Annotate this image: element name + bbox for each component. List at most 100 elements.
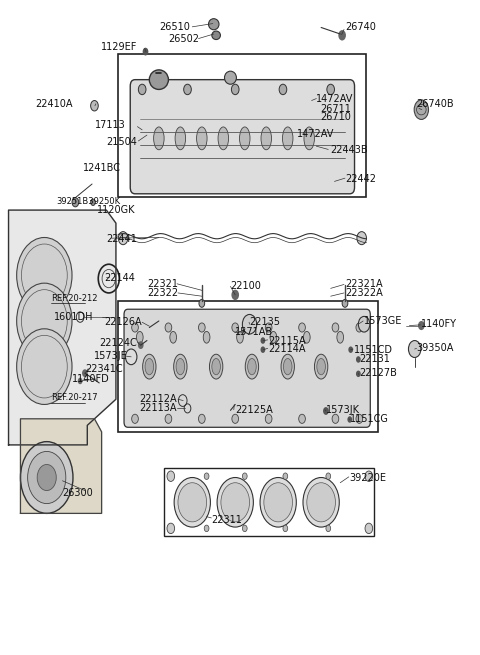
Circle shape bbox=[279, 84, 287, 95]
Circle shape bbox=[265, 323, 272, 332]
Circle shape bbox=[178, 483, 206, 522]
Text: 26300: 26300 bbox=[62, 487, 93, 498]
Text: 22442: 22442 bbox=[345, 174, 376, 184]
Circle shape bbox=[21, 441, 73, 514]
Text: 22125A: 22125A bbox=[235, 405, 273, 415]
Circle shape bbox=[323, 407, 329, 415]
Text: 1151CG: 1151CG bbox=[350, 414, 389, 424]
Text: 22100: 22100 bbox=[230, 282, 261, 291]
Text: 22127B: 22127B bbox=[360, 368, 397, 378]
Ellipse shape bbox=[209, 354, 223, 379]
Circle shape bbox=[204, 473, 209, 479]
Ellipse shape bbox=[237, 331, 243, 343]
Polygon shape bbox=[21, 419, 102, 514]
Circle shape bbox=[132, 323, 138, 332]
Circle shape bbox=[342, 299, 348, 307]
Circle shape bbox=[283, 473, 288, 479]
Circle shape bbox=[356, 414, 363, 423]
Bar bbox=[118, 54, 366, 197]
Circle shape bbox=[167, 523, 175, 534]
Circle shape bbox=[132, 414, 138, 423]
Circle shape bbox=[365, 471, 372, 481]
Text: 22135: 22135 bbox=[250, 317, 280, 328]
Text: 1573GE: 1573GE bbox=[364, 316, 402, 326]
Text: 1140FY: 1140FY bbox=[421, 319, 457, 329]
Ellipse shape bbox=[240, 127, 250, 150]
Ellipse shape bbox=[145, 358, 154, 375]
Text: 1472AV: 1472AV bbox=[316, 94, 354, 104]
Circle shape bbox=[78, 378, 83, 384]
Circle shape bbox=[299, 323, 305, 332]
Circle shape bbox=[348, 416, 352, 422]
Ellipse shape bbox=[281, 354, 294, 379]
Circle shape bbox=[125, 349, 137, 365]
Text: 1472AV: 1472AV bbox=[297, 129, 335, 139]
Circle shape bbox=[414, 100, 429, 119]
Circle shape bbox=[303, 477, 339, 527]
Text: REF.20-212: REF.20-212 bbox=[51, 293, 98, 303]
Ellipse shape bbox=[303, 331, 310, 343]
FancyBboxPatch shape bbox=[130, 80, 355, 194]
Ellipse shape bbox=[314, 354, 328, 379]
Ellipse shape bbox=[175, 127, 186, 150]
Ellipse shape bbox=[154, 127, 164, 150]
Text: 22322: 22322 bbox=[147, 288, 178, 298]
Text: 22112A: 22112A bbox=[139, 394, 177, 404]
Circle shape bbox=[408, 341, 421, 358]
Text: 1120GK: 1120GK bbox=[97, 205, 135, 215]
Ellipse shape bbox=[317, 358, 325, 375]
Circle shape bbox=[167, 471, 175, 481]
Text: 1573JK: 1573JK bbox=[326, 405, 360, 415]
Text: 26740: 26740 bbox=[345, 22, 376, 33]
Ellipse shape bbox=[149, 70, 168, 90]
Circle shape bbox=[242, 473, 247, 479]
Circle shape bbox=[357, 232, 366, 245]
Text: 17113: 17113 bbox=[95, 121, 125, 130]
Ellipse shape bbox=[203, 331, 210, 343]
Circle shape bbox=[348, 346, 353, 353]
Circle shape bbox=[261, 346, 265, 353]
Circle shape bbox=[37, 464, 56, 491]
Circle shape bbox=[199, 323, 205, 332]
Text: 22131: 22131 bbox=[360, 354, 390, 364]
Circle shape bbox=[326, 525, 331, 532]
Circle shape bbox=[204, 525, 209, 532]
Circle shape bbox=[91, 199, 96, 206]
Text: 22322A: 22322A bbox=[345, 288, 383, 298]
Circle shape bbox=[327, 84, 335, 95]
Text: 22113A: 22113A bbox=[140, 403, 177, 413]
Text: 26710: 26710 bbox=[320, 113, 351, 122]
Ellipse shape bbox=[282, 127, 293, 150]
Circle shape bbox=[356, 323, 363, 332]
Circle shape bbox=[260, 477, 296, 527]
Ellipse shape bbox=[304, 127, 314, 150]
Circle shape bbox=[242, 525, 247, 532]
Text: 22144: 22144 bbox=[104, 273, 135, 283]
Ellipse shape bbox=[176, 358, 185, 375]
Circle shape bbox=[91, 100, 98, 111]
Ellipse shape bbox=[218, 127, 228, 150]
Text: 39220E: 39220E bbox=[350, 472, 387, 483]
Circle shape bbox=[72, 198, 79, 207]
Circle shape bbox=[17, 238, 72, 313]
Circle shape bbox=[143, 48, 148, 56]
Circle shape bbox=[184, 84, 192, 95]
Text: 22124C: 22124C bbox=[100, 338, 137, 348]
Circle shape bbox=[138, 84, 146, 95]
Circle shape bbox=[359, 316, 370, 332]
Text: 1573JE: 1573JE bbox=[94, 351, 128, 361]
Circle shape bbox=[338, 30, 346, 41]
Text: 22126A: 22126A bbox=[105, 317, 142, 328]
Circle shape bbox=[118, 232, 128, 245]
Text: 1151CD: 1151CD bbox=[354, 345, 393, 354]
Circle shape bbox=[174, 477, 210, 527]
Circle shape bbox=[418, 321, 425, 330]
Circle shape bbox=[365, 523, 372, 534]
Circle shape bbox=[231, 290, 239, 300]
Ellipse shape bbox=[270, 331, 277, 343]
Ellipse shape bbox=[212, 358, 220, 375]
Text: 22311: 22311 bbox=[211, 515, 242, 525]
Ellipse shape bbox=[136, 331, 143, 343]
Circle shape bbox=[356, 371, 361, 377]
Circle shape bbox=[332, 323, 339, 332]
